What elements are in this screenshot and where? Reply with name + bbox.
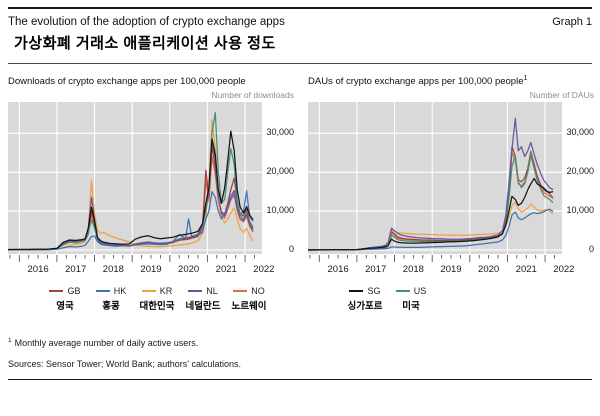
xtick-label-2019: 2019 — [440, 263, 462, 275]
legend-item-nl: NL 네덜란드 — [180, 286, 226, 312]
series-HK-line — [8, 189, 254, 251]
legend-group-left: GB 영국 HK 홍콩 KR 대한민국 NL 네덜란드 NO 노르웨이 — [42, 286, 272, 312]
series-SG-line — [308, 177, 554, 251]
xtick-label-2018: 2018 — [402, 263, 424, 275]
panel-daus-title-sup: 1 — [523, 74, 528, 82]
legend-group-right: SG 싱가포르 US 미국 — [342, 286, 434, 312]
series-KR-line — [8, 118, 254, 251]
legend-code-gb: GB — [67, 285, 81, 296]
ytick-label-0: 0 — [588, 244, 594, 255]
ytick-label-10,000: 10,000 — [266, 205, 294, 216]
xtick-label-2016: 2016 — [327, 263, 349, 275]
hk-line-swatch — [95, 289, 110, 292]
series-SG-line — [8, 130, 254, 250]
legend-item-kr: KR 대한민국 — [134, 286, 180, 312]
panel-downloads-title-text: Downloads of crypto exchange apps per 10… — [8, 75, 246, 87]
series-NL-line — [308, 117, 554, 251]
panel-daus-title: DAUs of crypto exchange apps per 100,000… — [308, 75, 594, 87]
panel-daus-title-text: DAUs of crypto exchange apps per 100,000… — [308, 75, 524, 87]
legend-korean-sg: 싱가포르 — [347, 300, 383, 312]
ticks-svg-1 — [309, 254, 555, 262]
page-title: The evolution of the adoption of crypto … — [8, 15, 285, 28]
plot-svg-0 — [8, 101, 262, 254]
legend-korean-us: 미국 — [402, 300, 420, 312]
legend-item-us: US 미국 — [388, 286, 434, 312]
ytick-label-30,000: 30,000 — [566, 127, 594, 138]
legend-code-us: US — [413, 285, 427, 296]
legend-item-sg: SG 싱가포르 — [342, 286, 388, 312]
gb-line-swatch — [49, 289, 64, 292]
header-divider — [8, 62, 592, 64]
us-line-swatch — [395, 289, 410, 292]
series-NL-line — [8, 139, 254, 250]
legend-korean-no: 노르웨이 — [231, 300, 267, 312]
plot-svg-1 — [308, 101, 562, 254]
xtick-label-2020: 2020 — [478, 263, 500, 275]
legend-code-sg: SG — [367, 285, 381, 296]
page-title-korean: 가상화폐 거래소 애플리케이션 사용 정도 — [14, 34, 276, 52]
legend-korean-kr: 대한민국 — [139, 300, 175, 312]
legend-item-hk: HK 홍콩 — [88, 286, 134, 312]
xtick-label-2019: 2019 — [140, 263, 162, 275]
ticks-svg-0 — [9, 254, 255, 262]
ytick-label-20,000: 20,000 — [566, 166, 594, 177]
legend-code-hk: HK — [113, 285, 127, 296]
nl-line-swatch — [188, 289, 203, 292]
legend-item-no: NO 노르웨이 — [226, 286, 272, 312]
footnote-sup: 1 — [8, 336, 12, 344]
ytick-label-10,000: 10,000 — [566, 205, 594, 216]
legend-code-kr: KR — [159, 285, 173, 296]
top-rule — [8, 7, 592, 9]
ytick-label-20,000: 20,000 — [266, 166, 294, 177]
xtick-label-2022: 2022 — [553, 263, 575, 275]
ytick-label-30,000: 30,000 — [266, 127, 294, 138]
legend: GB 영국 HK 홍콩 KR 대한민국 NL 네덜란드 NO 노르웨이 — [8, 286, 592, 316]
panel-daus: DAUs of crypto exchange apps per 100,000… — [308, 75, 594, 278]
plot-area-daus: 0 10,000 20,000 30,000 2016 2017 2018 2019 2020… — [308, 101, 594, 278]
y-axis-title-daus: Number of DAUs — [529, 89, 594, 100]
xtick-label-2017: 2017 — [365, 263, 387, 275]
xtick-label-2016: 2016 — [27, 263, 49, 275]
plot-area-downloads: 0 10,000 20,000 30,000 2016 2017 2018 2019 2020… — [8, 101, 294, 278]
no-line-swatch — [233, 289, 248, 292]
sources-line: Sources: Sensor Tower; World Bank; autho… — [8, 358, 241, 369]
graph-number-label: Graph 1 — [552, 15, 592, 28]
legend-korean-gb: 영국 — [56, 300, 74, 312]
xyears-1: 2016 2017 2018 2019 2020 2021 2022 — [308, 263, 575, 277]
bottom-rule — [8, 378, 592, 381]
footnote-text: Monthly average number of daily active u… — [14, 337, 199, 348]
footnote-1: 1 Monthly average number of daily active … — [8, 337, 592, 348]
ytick-label-0: 0 — [288, 244, 294, 255]
legend-korean-hk: 홍콩 — [102, 300, 120, 312]
charts-row: Downloads of crypto exchange apps per 10… — [8, 75, 594, 278]
panel-downloads-title: Downloads of crypto exchange apps per 10… — [8, 75, 294, 87]
xtick-label-2020: 2020 — [178, 263, 200, 275]
panel-downloads: Downloads of crypto exchange apps per 10… — [8, 75, 294, 278]
xtick-label-2022: 2022 — [253, 263, 275, 275]
y-axis-title-downloads: Number of downloads — [211, 89, 294, 100]
xtick-label-2017: 2017 — [65, 263, 87, 275]
ylabels-0: 0 10,000 20,000 30,000 — [264, 102, 294, 254]
xtick-label-2021: 2021 — [215, 263, 237, 275]
legend-item-gb: GB 영국 — [42, 286, 88, 312]
sg-line-swatch — [349, 289, 364, 292]
series-HK-line — [308, 208, 554, 251]
ylabels-1: 0 10,000 20,000 30,000 — [564, 102, 594, 254]
xtick-label-2021: 2021 — [515, 263, 537, 275]
xtick-label-2018: 2018 — [102, 263, 124, 275]
legend-korean-nl: 네덜란드 — [185, 300, 221, 312]
xyears-0: 2016 2017 2018 2019 2020 2021 2022 — [8, 263, 275, 277]
kr-line-swatch — [141, 289, 156, 292]
legend-code-no: NO — [251, 285, 265, 296]
header: The evolution of the adoption of crypto … — [8, 16, 592, 28]
legend-code-nl: NL — [206, 285, 218, 296]
